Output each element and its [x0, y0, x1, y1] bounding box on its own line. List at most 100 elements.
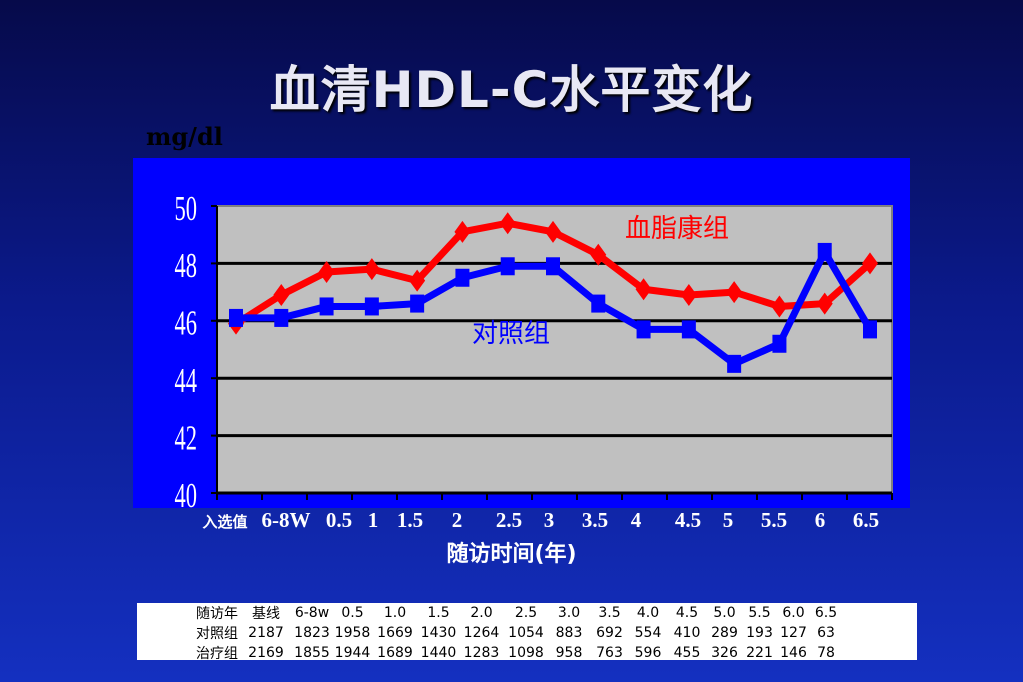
treatment-point: [726, 281, 743, 304]
control-point: [229, 308, 243, 327]
count-cell: 基线: [252, 606, 280, 622]
count-cell: 6.0: [782, 605, 805, 621]
treatment-point: [545, 220, 561, 243]
x-tick-label: 0.5: [326, 508, 352, 532]
count-cell: 78: [817, 645, 835, 661]
control-point: [681, 320, 696, 339]
treatment-point: [273, 283, 290, 306]
x-axis-title: 随访时间(年): [446, 542, 577, 567]
count-cell: 1440: [420, 645, 457, 661]
count-cell: 596: [634, 645, 662, 661]
count-cell: 221: [746, 645, 773, 661]
treatment-point: [409, 269, 426, 292]
treatment-point: [862, 252, 878, 275]
count-table: 随访年 基线 6-8w 0.5 1.0 1.5 2.0 2.5 3.0 3.5 4.0 4.5 5.0 5…: [192, 603, 841, 663]
x-tick-label: 6: [815, 508, 826, 532]
control-point: [727, 354, 742, 373]
count-cell: 1669: [377, 625, 413, 641]
control-point: [455, 268, 470, 287]
treatment-point: [454, 220, 471, 243]
control-point: [274, 308, 289, 327]
treatment-point: [771, 295, 788, 318]
count-cell: 1430: [420, 625, 457, 641]
count-cell: 289: [711, 625, 738, 641]
x-tick-label: 2: [452, 508, 463, 532]
count-cell: 2.0: [470, 605, 493, 621]
count-cell: 6-8w: [294, 605, 330, 621]
x-tick-label: 入选值: [202, 513, 247, 531]
count-cell: 5.5: [748, 605, 771, 621]
count-cell: 1283: [463, 645, 500, 661]
x-tick-label: 1: [368, 508, 379, 532]
table-row: 对照组 2187 1823 1958 1669 1430 1264 1054 883 692 554…: [192, 623, 841, 643]
count-cell: 958: [555, 645, 583, 661]
control-point: [772, 334, 787, 353]
count-cell: 1264: [463, 625, 500, 641]
count-cell: 554: [634, 625, 662, 641]
x-tick-label: 3: [544, 508, 555, 532]
x-tick-label: 2.5: [496, 508, 522, 532]
count-cell: 193: [746, 625, 773, 641]
x-tick-label: 5: [723, 508, 734, 532]
page-title: 血清HDL-C水平变化: [269, 61, 754, 119]
treatment-point: [816, 292, 833, 315]
y-tick-label: 50: [175, 190, 197, 228]
count-cell: 883: [555, 625, 583, 641]
count-cell: 1823: [294, 625, 330, 641]
count-cell: 3.0: [557, 605, 581, 621]
count-cell: 4.0: [636, 605, 660, 621]
treatment-point: [318, 261, 335, 284]
count-cell: 1855: [294, 645, 330, 661]
legend-treatment-label: 血脂康组: [625, 214, 729, 244]
x-tick-label: 4.5: [675, 508, 701, 532]
y-tick-label: 44: [175, 362, 198, 400]
count-cell: 2187: [248, 625, 284, 641]
plot-area: [216, 205, 893, 494]
control-point: [500, 257, 515, 276]
treatment-point: [590, 243, 607, 266]
control-point: [364, 297, 379, 316]
count-cell: 763: [596, 645, 623, 661]
count-cell: 1689: [377, 645, 413, 661]
count-cell: 1.5: [427, 605, 450, 621]
x-tick-label: 6.5: [853, 508, 879, 532]
count-cell: 692: [596, 625, 623, 641]
count-cell: 1944: [334, 645, 371, 661]
control-point: [546, 257, 560, 276]
control-point: [817, 242, 832, 261]
control-point: [591, 294, 606, 313]
table-row: 随访年 基线 6-8w 0.5 1.0 1.5 2.0 2.5 3.0 3.5 4.0 4.5 5.0 5…: [192, 603, 841, 623]
row-header-cell: 随访年: [196, 606, 238, 622]
x-tick-label: 1.5: [397, 508, 423, 532]
row-header-cell: 对照组: [196, 626, 238, 642]
count-cell: 127: [780, 625, 807, 641]
followup-count-table: 随访年 基线 6-8w 0.5 1.0 1.5 2.0 2.5 3.0 3.5 4.0 4.5 5.0 5…: [137, 603, 917, 663]
count-cell: 2.5: [514, 605, 538, 621]
control-point: [636, 320, 651, 339]
count-cell: 3.5: [598, 605, 621, 621]
count-cell: 1.0: [383, 605, 407, 621]
count-cell: 326: [711, 645, 738, 661]
count-cell: 6.5: [814, 605, 838, 621]
treatment-point: [680, 283, 697, 306]
y-unit-label: mg/dl: [146, 122, 223, 151]
count-cell: 4.5: [675, 605, 699, 621]
legend-control-label: 对照组: [472, 319, 550, 349]
count-cell: 455: [673, 645, 701, 661]
count-cell: 146: [780, 645, 807, 661]
x-tick-label: 3.5: [582, 508, 608, 532]
count-cell: 0.5: [341, 605, 364, 621]
count-cell: 1958: [334, 625, 371, 641]
y-tick-label: 40: [175, 477, 197, 515]
y-tick-label: 48: [175, 248, 197, 286]
control-point: [863, 320, 877, 339]
treatment-point: [499, 212, 516, 235]
count-cell: 410: [673, 625, 701, 641]
count-cell: 1054: [508, 625, 544, 641]
control-point: [319, 297, 334, 316]
treatment-point: [635, 278, 652, 301]
table-row: 治疗组 2169 1855 1944 1689 1440 1283 1098 958 763 596…: [192, 643, 841, 663]
x-tick-label: 6-8W: [262, 508, 311, 532]
row-header-cell: 治疗组: [196, 646, 238, 662]
